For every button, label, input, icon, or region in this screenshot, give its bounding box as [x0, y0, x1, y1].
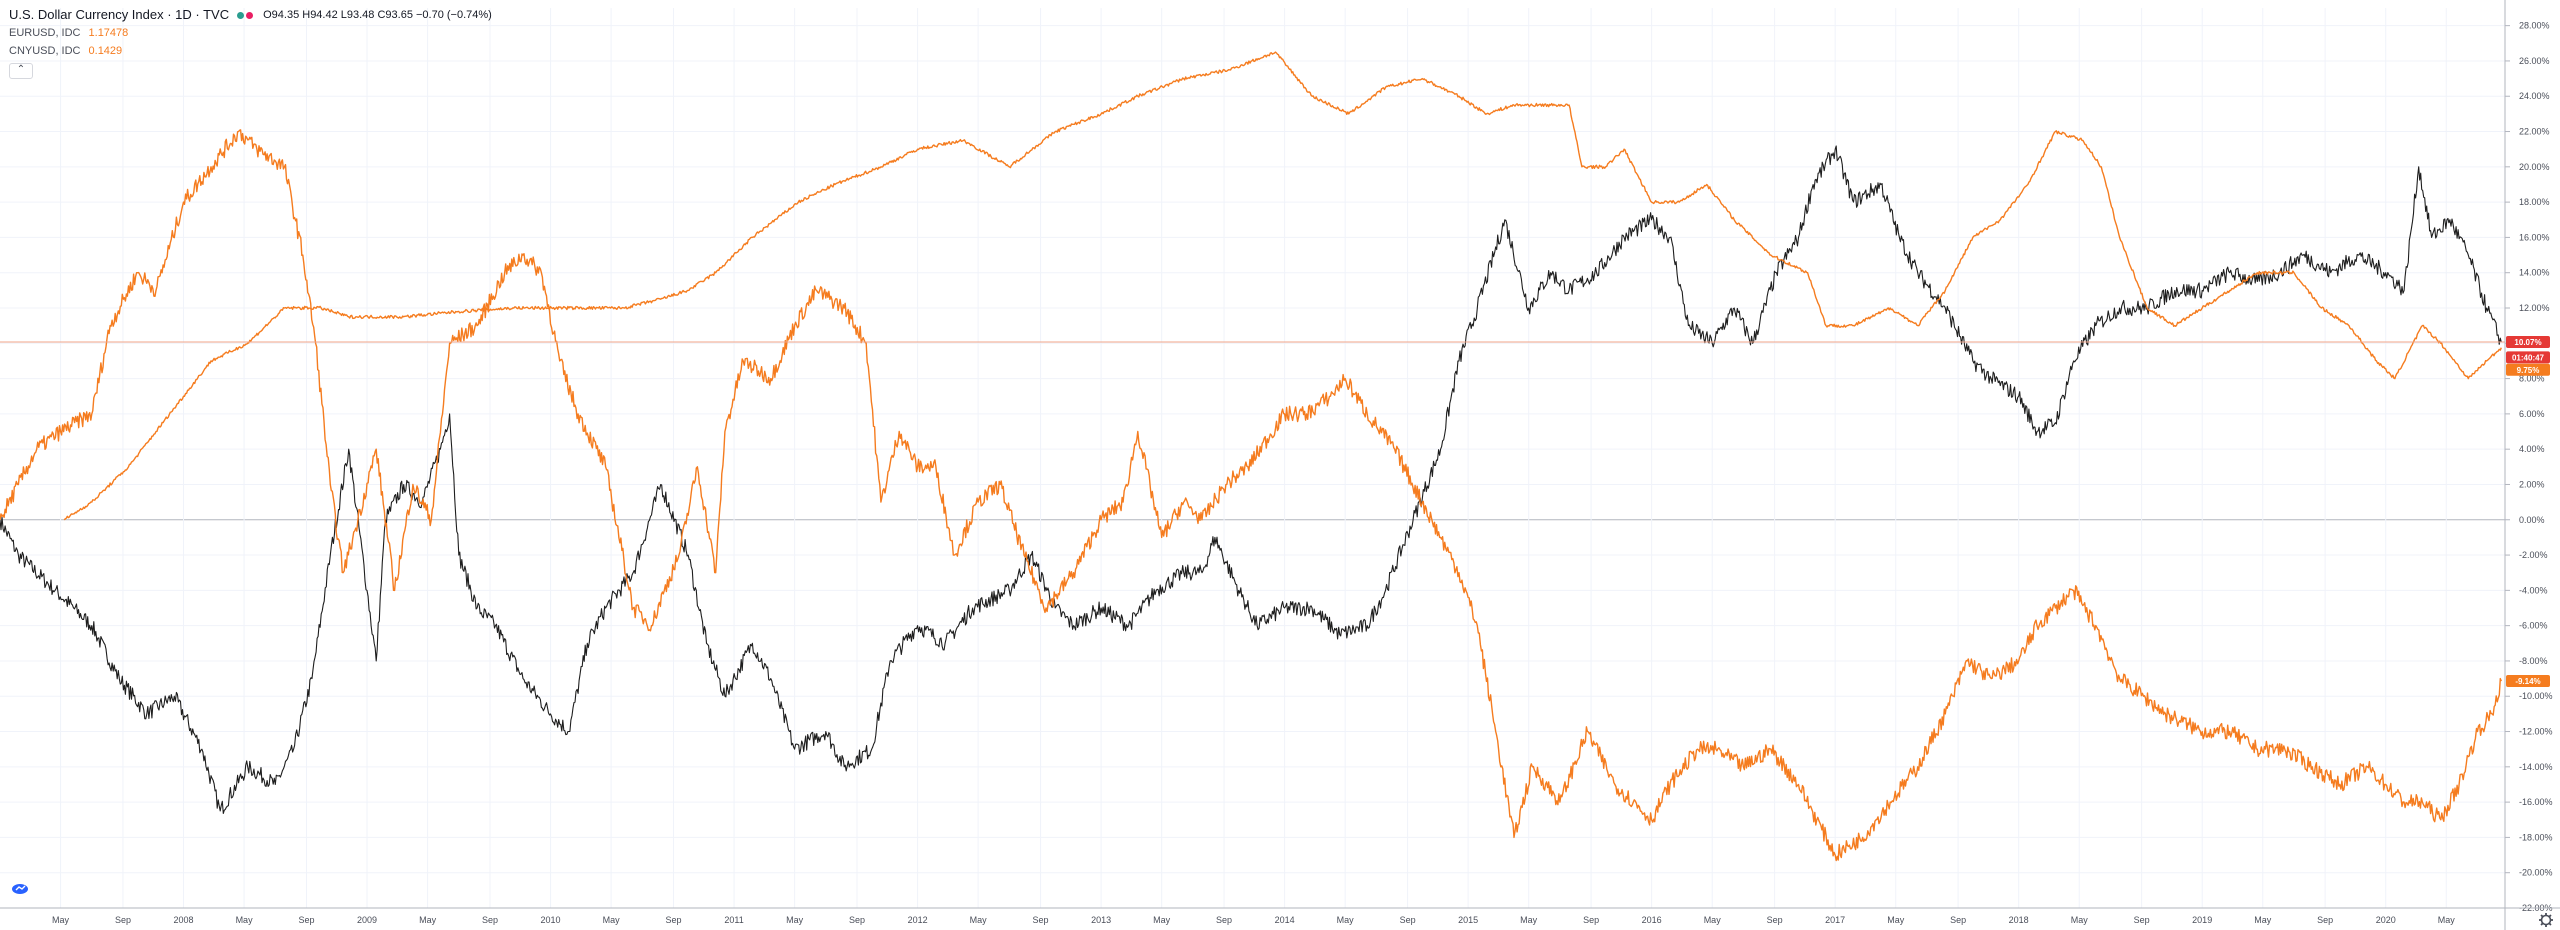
- x-tick-label: 2018: [2009, 915, 2029, 925]
- x-tick-label: May: [1887, 915, 1905, 925]
- x-tick-label: 2010: [541, 915, 561, 925]
- x-tick-label: 2020: [2376, 915, 2396, 925]
- series-value: 0.1429: [88, 45, 123, 57]
- y-tick-label: 26.00%: [2519, 56, 2550, 66]
- y-tick-label: 18.00%: [2519, 197, 2550, 207]
- y-tick-label: -8.00%: [2519, 656, 2548, 666]
- x-tick-label: 2017: [1825, 915, 1845, 925]
- series-line-cnyusd: [63, 51, 2502, 521]
- x-tick-label: 2014: [1275, 915, 1295, 925]
- symbol-title: U.S. Dollar Currency Index · 1D · TVC: [9, 7, 230, 22]
- x-tick-label: 2016: [1642, 915, 1662, 925]
- chart-legend: U.S. Dollar Currency Index · 1D · TVC O9…: [9, 6, 492, 79]
- x-tick-label: Sep: [1033, 915, 1049, 925]
- series-legend-eurusd[interactable]: EURUSD, IDC 1.17478: [9, 24, 492, 42]
- y-tick-label: -2.00%: [2519, 550, 2548, 560]
- x-tick-label: May: [236, 915, 254, 925]
- x-tick-label: May: [970, 915, 988, 925]
- y-tick-label: 12.00%: [2519, 303, 2550, 313]
- series-symbol: EURUSD, IDC: [9, 27, 81, 39]
- x-tick-label: May: [603, 915, 621, 925]
- status-dot-icon: [246, 12, 254, 19]
- x-tick-label: May: [786, 915, 804, 925]
- y-tick-label: 0.00%: [2519, 515, 2545, 525]
- y-tick-label: 22.00%: [2519, 127, 2550, 137]
- x-tick-label: May: [2071, 915, 2089, 925]
- x-tick-label: May: [1153, 915, 1171, 925]
- x-tick-label: May: [52, 915, 70, 925]
- y-tick-label: 14.00%: [2519, 268, 2550, 278]
- y-tick-label: -6.00%: [2519, 621, 2548, 631]
- x-tick-label: Sep: [1950, 915, 1966, 925]
- y-tick-label: 16.00%: [2519, 232, 2550, 242]
- x-tick-label: May: [1337, 915, 1355, 925]
- x-tick-label: 2011: [724, 915, 743, 925]
- y-tick-label: 28.00%: [2519, 21, 2550, 31]
- x-tick-label: Sep: [665, 915, 681, 925]
- x-tick-label: Sep: [298, 915, 314, 925]
- x-tick-label: Sep: [115, 915, 131, 925]
- price-badge-label: -9.14%: [2515, 677, 2540, 686]
- x-tick-label: Sep: [482, 915, 498, 925]
- y-tick-label: 24.00%: [2519, 91, 2550, 101]
- y-tick-label: 4.00%: [2519, 444, 2545, 454]
- status-dots: [237, 6, 255, 24]
- x-tick-label: 2008: [174, 915, 194, 925]
- grid: [0, 8, 2505, 909]
- y-tick-label: -20.00%: [2519, 868, 2553, 878]
- x-tick-label: Sep: [849, 915, 865, 925]
- x-tick-label: Sep: [2317, 915, 2333, 925]
- y-tick-label: -10.00%: [2519, 691, 2553, 701]
- y-tick-label: -4.00%: [2519, 585, 2548, 595]
- price-badge-label: 10.07%: [2514, 338, 2541, 347]
- chart-icons: [12, 884, 2553, 927]
- x-tick-label: May: [2254, 915, 2272, 925]
- x-tick-label: 2012: [908, 915, 928, 925]
- price-badge: [2506, 336, 2550, 349]
- y-tick-label: -18.00%: [2519, 832, 2553, 842]
- y-tick-label: 8.00%: [2519, 374, 2545, 384]
- x-tick-label: May: [419, 915, 437, 925]
- x-tick-label: Sep: [1400, 915, 1416, 925]
- y-tick-label: -12.00%: [2519, 727, 2553, 737]
- series-legend-cnyusd[interactable]: CNYUSD, IDC 0.1429: [9, 42, 492, 60]
- x-tick-label: 2013: [1091, 915, 1111, 925]
- main-series-legend[interactable]: U.S. Dollar Currency Index · 1D · TVC O9…: [9, 6, 492, 24]
- series-symbol: CNYUSD, IDC: [9, 45, 81, 57]
- y-tick-label: -14.00%: [2519, 762, 2553, 772]
- y-tick-label: 20.00%: [2519, 162, 2550, 172]
- x-tick-label: May: [1520, 915, 1538, 925]
- x-tick-label: Sep: [1216, 915, 1232, 925]
- collapse-legend-button[interactable]: ⌃: [9, 63, 33, 79]
- x-tick-label: 2015: [1458, 915, 1478, 925]
- x-tick-label: May: [1704, 915, 1722, 925]
- series-line-eurusd: [0, 129, 2502, 862]
- price-badge: [2506, 351, 2550, 364]
- x-tick-label: Sep: [2134, 915, 2150, 925]
- price-badge: [2506, 363, 2550, 376]
- x-tick-label: 2019: [2192, 915, 2212, 925]
- price-badge-label: 9.75%: [2517, 366, 2540, 375]
- price-badge: [2506, 675, 2550, 688]
- y-tick-label: 6.00%: [2519, 409, 2545, 419]
- tradingview-logo-icon[interactable]: [12, 884, 28, 894]
- x-tick-label: Sep: [1583, 915, 1599, 925]
- series-lines: [0, 51, 2502, 862]
- status-dot-icon: [237, 12, 245, 19]
- ohlc-values: O94.35 H94.42 L93.48 C93.65 −0.70 (−0.74…: [263, 9, 492, 21]
- gear-icon[interactable]: [2539, 913, 2553, 927]
- x-tick-label: 2009: [357, 915, 377, 925]
- price-badges: 10.07% 01:40:47 9.75% -9.14%: [2506, 336, 2550, 688]
- x-tick-label: Sep: [1767, 915, 1783, 925]
- price-badge-label: 01:40:47: [2512, 353, 2545, 362]
- series-value: 1.17478: [88, 27, 129, 39]
- series-line-dxy: [0, 145, 2502, 814]
- y-tick-label: -16.00%: [2519, 797, 2553, 807]
- x-tick-label: May: [2438, 915, 2456, 925]
- y-tick-label: 2.00%: [2519, 479, 2545, 489]
